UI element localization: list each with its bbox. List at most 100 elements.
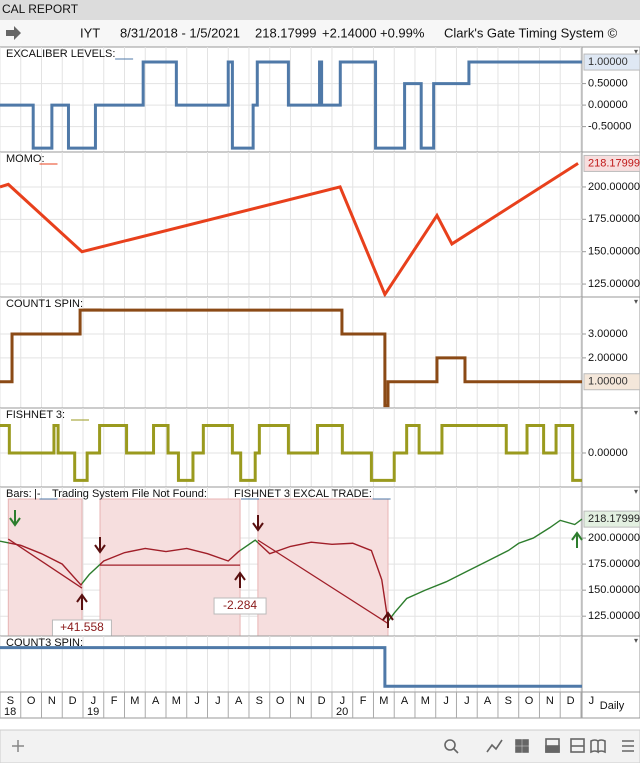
trade-region (7, 498, 83, 637)
exit-arrow (76, 593, 88, 610)
entry-arrow (94, 537, 106, 554)
x-tick-label: J (194, 695, 200, 707)
panel-menu: ▾ (634, 487, 638, 496)
year-label: 19 (87, 706, 99, 718)
x-tick-label: M (421, 695, 430, 707)
trade-region (99, 498, 241, 637)
y-tick-label: 0.00000 (588, 447, 628, 459)
change-pct: +0.99% (380, 25, 425, 40)
year-label: 20 (336, 706, 348, 718)
panel-title: Bars: (6, 488, 32, 500)
x-tick-label: J (443, 695, 449, 707)
x-tick-label: M (172, 695, 181, 707)
x-tick-label: A (152, 695, 160, 707)
list-button[interactable] (622, 740, 634, 752)
bottom-toolbar (0, 729, 640, 763)
panel (0, 151, 640, 298)
last-value: 1.00000 (588, 56, 628, 68)
grid-button[interactable] (515, 739, 529, 753)
last-value: 218.17999 (588, 157, 640, 169)
x-tick-label: O (27, 695, 36, 707)
interval-label[interactable]: Daily (600, 700, 625, 712)
trade-line (257, 539, 389, 625)
price: 218.17999 (255, 25, 316, 40)
x-tick-label: D (318, 695, 326, 707)
y-tick-label: 0.50000 (588, 77, 628, 89)
indicator-line (0, 60, 582, 150)
x-tick-label: N (546, 695, 554, 707)
trade-region (257, 498, 389, 637)
x-tick-label: N (48, 695, 56, 707)
indicator-line (0, 424, 582, 482)
trade-result-box (213, 597, 267, 615)
y-tick-label: 125.00000 (588, 278, 640, 290)
indicator-line (0, 646, 582, 688)
last-value-box (583, 510, 640, 528)
y-tick-label: 200.00000 (588, 181, 640, 193)
x-tick-label: S (505, 695, 512, 707)
y-tick-label: 175.00000 (588, 558, 640, 570)
book-button[interactable] (590, 739, 606, 754)
window-title: CAL REPORT (2, 2, 79, 16)
x-tick-label: F (111, 695, 118, 707)
x-tick-label: M (379, 695, 388, 707)
x-tick-label: S (7, 695, 14, 707)
title-bar (0, 0, 640, 20)
last-value-box (583, 154, 640, 172)
symbol: IYT (80, 25, 100, 40)
y-tick-label: 3.00000 (588, 328, 628, 340)
y-tick-label: 0.00000 (588, 99, 628, 111)
panel-menu: ▾ (634, 408, 638, 417)
x-tick-label: J (464, 695, 470, 707)
x-tick-label: J (215, 695, 221, 707)
x-tick-label: S (256, 695, 263, 707)
signal-arrow (571, 531, 583, 548)
last-value-box (583, 373, 640, 391)
year-label: 18 (4, 706, 16, 718)
panel-menu: ▾ (634, 297, 638, 306)
x-tick-label: J (91, 695, 97, 707)
x-tick-label: D (69, 695, 77, 707)
indicator-line (0, 162, 579, 298)
entry-arrow (9, 510, 21, 527)
panel-button[interactable] (545, 738, 560, 753)
x-tick-label: A (235, 695, 243, 707)
legend-label: FISHNET 3 EXCAL TRADE: (234, 488, 372, 500)
x-tick-label: A (401, 695, 409, 707)
toolbar (0, 20, 640, 47)
date-range: 8/31/2018 - 1/5/2021 (120, 25, 240, 40)
y-tick-label: 200.00000 (588, 532, 640, 544)
x-tick-label: J (589, 695, 595, 707)
add-button[interactable] (12, 740, 24, 752)
panel-title: COUNT1 SPIN: (6, 298, 83, 310)
trade-result: -2.284 (223, 598, 257, 612)
panel-menu: ▾ (634, 47, 638, 56)
forward-arrow[interactable] (6, 26, 21, 40)
bar-glyph: |- (34, 488, 41, 500)
legend-label: Trading System File Not Found: (52, 488, 207, 500)
trade-result: +41.558 (60, 620, 104, 634)
search-button[interactable] (444, 739, 459, 754)
y-tick-label: 150.00000 (588, 246, 640, 258)
last-value-box (583, 53, 640, 71)
line-button[interactable] (486, 739, 503, 753)
panel-title: FISHNET 3: (6, 409, 65, 421)
layout-button[interactable] (570, 738, 585, 753)
panel-title: EXCALIBER LEVELS: (6, 48, 115, 60)
exit-arrow (234, 571, 246, 588)
y-tick-label: -0.50000 (588, 121, 631, 133)
indicator-line (0, 308, 582, 408)
x-tick-label: O (525, 695, 534, 707)
trade-arrows (9, 510, 583, 628)
panel-title: COUNT3 SPIN: (6, 637, 83, 649)
x-tick-label: A (484, 695, 492, 707)
x-tick-label: M (130, 695, 139, 707)
price-line (0, 518, 583, 624)
x-tick-label: O (276, 695, 285, 707)
panel (0, 296, 640, 409)
y-tick-label: 2.00000 (588, 352, 628, 364)
time-axis (0, 691, 640, 719)
system-name: Clark's Gate Timing System © (444, 25, 618, 40)
